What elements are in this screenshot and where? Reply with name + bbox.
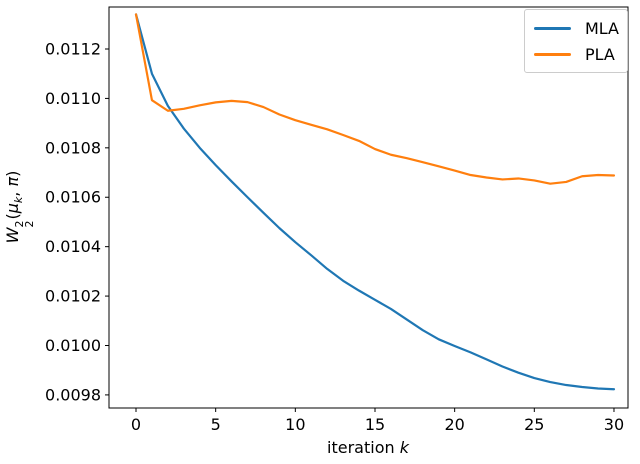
series-line-pla	[134, 13, 616, 185]
y-axis-label-separator: ,	[3, 186, 23, 197]
mla-line-swatch	[533, 26, 571, 30]
y-tick-label: 0.0104	[45, 237, 101, 256]
y-axis-label-subscript: 2	[22, 220, 36, 228]
y-tick-label: 0.0098	[45, 385, 101, 404]
pla-line-swatch	[533, 52, 571, 56]
x-tick-label: 0	[131, 415, 141, 434]
legend-item-pla: PLA	[533, 41, 619, 67]
x-axis-label-text: iteration	[327, 438, 400, 457]
y-axis-label-paren-close: )	[3, 170, 23, 177]
x-tick-label: 15	[365, 415, 385, 434]
y-axis-label-paren-open: (	[3, 213, 23, 220]
y-tick-label: 0.0112	[45, 40, 101, 59]
y-tick-label: 0.0106	[45, 188, 101, 207]
legend-item-mla: MLA	[533, 15, 619, 41]
y-tick-label: 0.0110	[45, 89, 101, 108]
x-tick-label: 10	[285, 415, 305, 434]
axes-spines	[108, 6, 629, 409]
x-tick-label: 20	[444, 415, 464, 434]
y-tick-label: 0.0108	[45, 138, 101, 157]
y-axis-label-base: W	[3, 227, 23, 244]
series-line-mla	[134, 13, 616, 391]
x-tick-label: 30	[604, 415, 624, 434]
y-axis-label: W 2 2 (μk, π)	[3, 170, 36, 244]
x-axis-label: iteration k	[327, 438, 409, 457]
y-axis-label-mu: μ	[3, 203, 23, 214]
legend-label-pla: PLA	[584, 44, 615, 64]
legend-label-mla: MLA	[584, 18, 619, 38]
y-tick-label: 0.0100	[45, 336, 101, 355]
x-axis-label-variable: k	[399, 438, 409, 457]
y-axis-label-pi: π	[3, 176, 23, 187]
y-axis-label-mu-subscript: k	[11, 196, 25, 204]
x-tick-label: 5	[211, 415, 221, 434]
y-tick-label: 0.0102	[45, 287, 101, 306]
x-tick-label: 25	[524, 415, 544, 434]
legend: MLA PLA	[523, 9, 628, 73]
